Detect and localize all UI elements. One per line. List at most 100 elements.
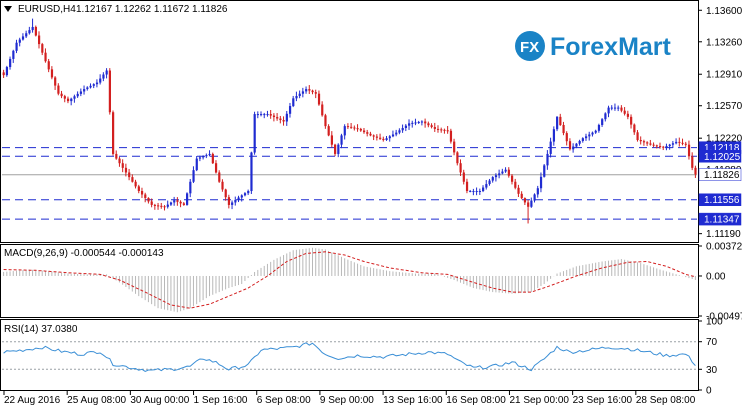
collapse-triangle-icon[interactable] [4,6,12,12]
macd-tick-label: 0.003723 [706,242,742,253]
candle-body [176,200,179,202]
candle-body [202,156,205,158]
candle-body [227,197,231,205]
rsi-panel-border [0,319,699,391]
candle-body [105,70,108,75]
candle-body [382,138,385,141]
candle-body [266,114,269,116]
candle-body [231,202,234,205]
forexmart-logo-svg: FX ForexMart [515,31,672,61]
candle-body [131,177,134,182]
candle-body [211,153,214,164]
candle-body [15,42,18,51]
candle-body [459,163,462,173]
candle-body [427,123,430,126]
price-tick-label: 1.11190 [706,229,741,240]
candle-body [301,91,305,94]
candle-body [639,140,642,142]
candle-body [642,141,646,143]
candle-body [504,169,507,172]
price-tick-label: 1.12910 [706,70,742,81]
candle-body [449,130,453,142]
candle-body [668,144,671,147]
candle-body [128,172,131,178]
candle-body [198,157,202,159]
candle-body [607,107,610,114]
time-tick-label: 1 Sep 16:00 [194,395,248,406]
candle-body [420,121,424,123]
candle-body [205,155,208,157]
candle-body [491,177,494,181]
candle-body [536,188,539,195]
candle-body [652,144,655,146]
candle-body [475,191,478,193]
candle-body [498,173,501,176]
candle-body [485,184,488,188]
candle-body [247,191,250,194]
logo-name: ForexMart [550,33,672,61]
candle-body [63,96,66,99]
candle-body [169,202,173,205]
price-tick-label: 1.13260 [706,37,742,48]
price-candles [2,18,697,224]
candle-body [465,181,469,192]
level-tag: 1.11556 [704,195,740,206]
macd-signal-line [3,251,696,309]
candle-body [520,193,523,199]
candle-body [70,98,73,102]
candle-body [269,114,272,116]
candle-body [453,141,456,153]
candle-body [398,130,401,133]
candle-body [662,146,665,148]
candle-body [317,93,321,105]
candle-body [279,118,282,121]
price-level-lines [2,147,697,220]
candle-body [424,121,427,124]
candle-body [362,130,366,133]
candle-body [60,93,63,97]
candle-body [66,98,70,102]
candle-body [54,77,57,86]
candle-body [234,199,237,203]
candle-body [527,202,530,207]
candle-body [646,142,649,144]
candle-body [346,126,350,128]
rsi-title: RSI(14) 37.0380 [4,324,78,335]
candle-body [671,143,675,145]
time-tick-label: 22 Aug 2016 [4,395,61,406]
macd-tick-label: -0.00497 [706,312,742,323]
candle-body [630,116,633,125]
candle-body [285,113,288,122]
candle-body [414,122,417,124]
candle-body [687,144,691,157]
current-price-tag-bg [698,168,742,181]
candle-body [655,145,658,147]
candle-body [321,104,324,116]
candle-body [681,142,684,144]
time-tick-label: 30 Aug 00:00 [130,395,189,406]
candle-body [18,39,21,43]
candle-body [12,50,15,59]
rsi-tick-label: 100 [706,317,723,328]
level-tag-bg [698,212,742,226]
candle-body [556,116,559,130]
candle-body [539,176,543,189]
candle-body [530,200,533,207]
candle-body [86,87,89,90]
candle-body [404,125,408,128]
candle-body [31,26,34,31]
candle-body [5,67,9,76]
candle-body [276,117,279,119]
candle-body [478,191,482,193]
candle-body [591,132,594,135]
candle-body [684,143,687,145]
candle-body [343,126,346,136]
candle-body [340,135,343,145]
candle-body [436,128,440,130]
macd-axis: 0.003723 0.00 -0.00497 [698,242,742,323]
macd-tick-label: 0.00 [706,271,726,282]
candle-body [366,132,369,134]
candle-body [462,172,465,182]
